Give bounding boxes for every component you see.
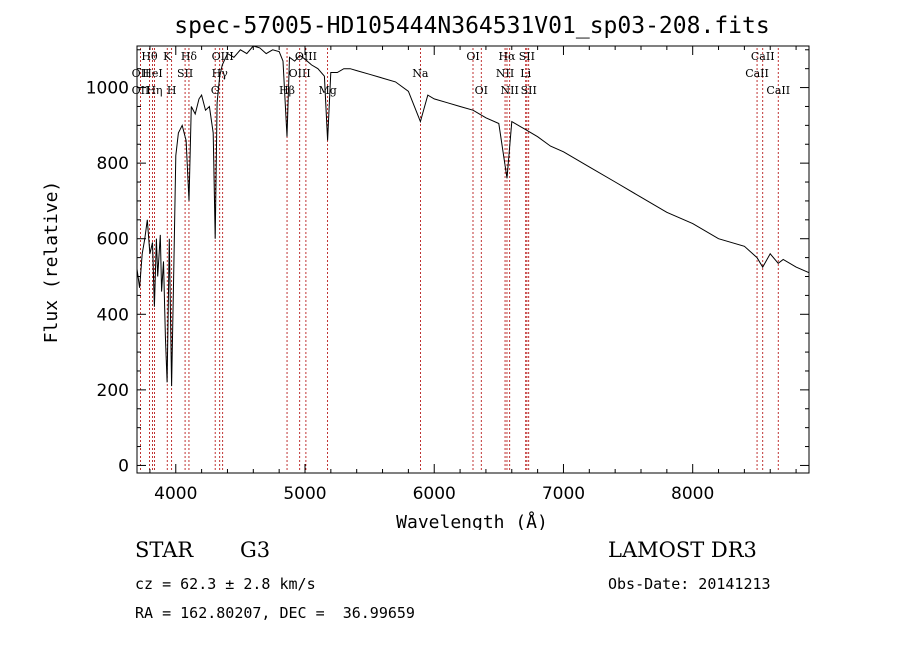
y-axis-label: Flux (relative) [41,181,62,344]
line-label: CaII [766,84,790,97]
line-label: Hβ [279,84,295,97]
x-tick-label: 6000 [413,484,456,504]
y-tick-label: 600 [97,230,129,250]
line-label: Hδ [181,50,198,63]
x-tick-label: 5000 [283,484,326,504]
redshift-value: cz = 62.3 ± 2.8 km/s [135,575,316,593]
x-tick-label: 4000 [154,484,197,504]
y-tick-label: 200 [97,381,129,401]
x-tick-label: 7000 [542,484,585,504]
x-tick-label: 8000 [671,484,714,504]
line-label: NII [496,67,514,80]
line-label: K [163,50,172,63]
emission-line-markers [140,48,779,472]
y-tick-label: 1000 [86,79,129,99]
spectrum-line [136,45,810,387]
observation-date: Obs-Date: 20141213 [608,575,771,593]
line-label: H [167,84,177,97]
line-label: Li [520,67,531,80]
line-label: Hη [146,84,162,97]
line-label: OIII [295,50,317,63]
line-label: OII [132,67,150,80]
line-label: OIII [289,67,311,80]
line-label: SII [521,84,537,97]
line-label: SII [519,50,535,63]
chart-title: spec-57005-HD105444N364531V01_sp03-208.f… [174,13,769,39]
line-label: Mg [318,84,336,97]
y-tick-label: 400 [97,305,129,325]
line-label: HeI [142,67,162,80]
line-label: Hα [498,50,516,63]
plot-frame [136,45,810,474]
object-type: STAR [135,538,194,562]
coordinates: RA = 162.80207, DEC = 36.99659 [135,604,415,622]
line-label: SII [177,67,193,80]
line-label: NII [501,84,519,97]
x-axis-label: Wavelength (Å) [396,511,548,530]
line-label: CaII [751,50,775,63]
line-label: Na [412,67,429,80]
y-axis-ticks: 0 200 400 600 800 1000 [86,49,809,476]
y-tick-label: 800 [97,154,129,174]
line-label: CaII [745,67,769,80]
line-label: Hθ [141,50,158,63]
line-label: OIII [212,50,234,63]
object-subclass: G3 [240,538,271,562]
survey-name: LAMOST DR3 [608,538,757,562]
spectrum-chart: spec-57005-HD105444N364531V01_sp03-208.f… [41,13,810,530]
line-label: OI [466,50,479,63]
x-axis-ticks: 4000 5000 6000 7000 8000 [149,46,797,504]
y-tick-label: 0 [118,456,129,476]
line-label: OI [475,84,488,97]
line-label: G [211,84,220,97]
